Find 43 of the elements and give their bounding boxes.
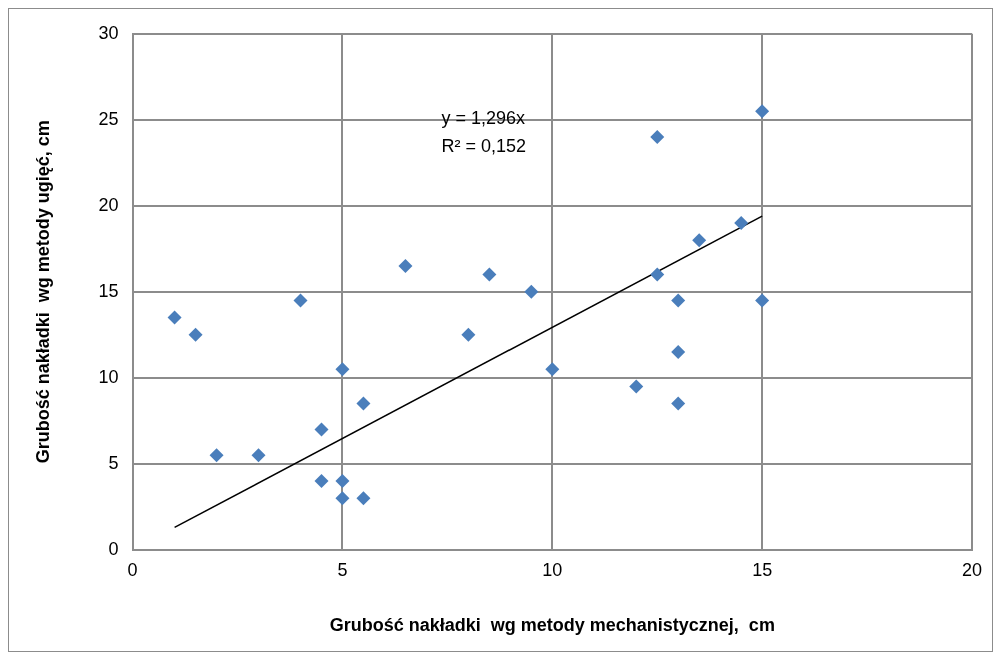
y-tick-label: 30: [98, 22, 119, 43]
point: [650, 130, 665, 144]
point: [167, 310, 182, 325]
y-tick-label: 25: [98, 108, 119, 129]
x-tick-label: 15: [752, 559, 773, 580]
point: [482, 267, 497, 282]
y-tick-label: 0: [108, 538, 119, 559]
x-axis-title: Grubość nakładki wg metody mechanistycznej, cm: [329, 615, 775, 636]
point: [461, 327, 476, 342]
y-tick-label: 20: [98, 194, 119, 215]
annotation: y = 1,296x: [441, 107, 526, 128]
point: [398, 259, 413, 273]
point: [524, 284, 539, 299]
point: [209, 448, 224, 463]
x-tick-label: 0: [127, 559, 138, 580]
point: [293, 293, 308, 308]
y-tick-label: 15: [98, 280, 119, 301]
point: [314, 474, 329, 488]
y-tick-label: 5: [108, 452, 119, 473]
x-tick-label: 5: [337, 559, 348, 580]
point: [335, 491, 350, 506]
point: [335, 362, 350, 377]
point: [734, 216, 749, 230]
x-tick-label: 10: [542, 559, 563, 580]
point: [692, 233, 707, 248]
point: [629, 379, 644, 394]
point: [251, 448, 266, 463]
point: [545, 362, 560, 377]
point: [650, 267, 665, 282]
point: [755, 104, 770, 119]
point: [335, 474, 350, 488]
point: [671, 345, 686, 359]
y-tick-label: 10: [98, 366, 119, 387]
x-tick-label: 20: [961, 559, 982, 580]
point: [755, 293, 770, 308]
point: [356, 396, 371, 411]
point: [671, 396, 686, 411]
point: [188, 327, 203, 342]
point: [314, 422, 329, 437]
annotation: R² = 0,152: [441, 135, 527, 156]
point: [356, 491, 371, 506]
point: [671, 293, 686, 308]
y-axis-title: Grubość nakładki wg metody ugięć, cm: [32, 120, 53, 464]
